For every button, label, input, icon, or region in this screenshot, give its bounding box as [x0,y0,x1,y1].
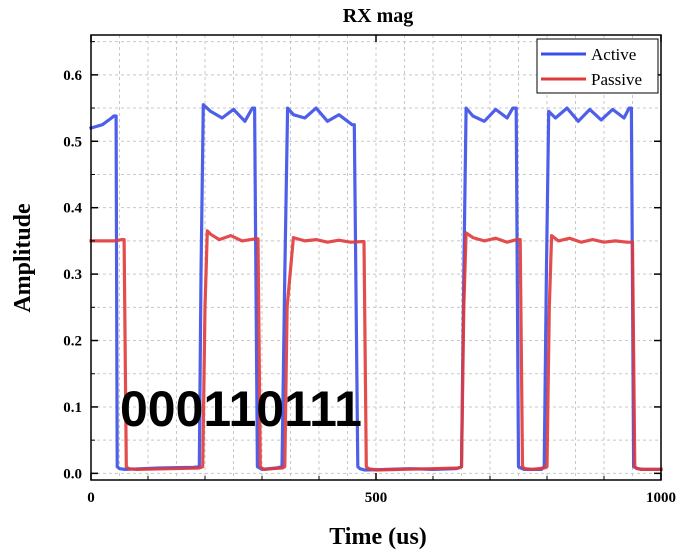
y-tick-label: 0.6 [63,68,82,84]
y-tick-label: 0.0 [63,466,82,482]
y-tick-label: 0.5 [63,134,82,150]
y-tick-label: 0.2 [63,334,82,350]
y-tick-label: 0.4 [63,201,82,217]
x-axis-label: Time (us) [329,524,427,550]
series-line-active [89,103,663,472]
x-tick-label: 1000 [646,490,676,506]
x-tick-label: 0 [87,490,95,506]
x-tick-label: 500 [365,490,388,506]
y-tick-label: 0.3 [63,267,82,283]
chart-title: RX mag [343,5,414,27]
series-line-passive [89,229,663,472]
legend-box [536,38,659,94]
bit-sequence-annotation: 000110111 [120,381,362,437]
y-tick-label: 0.1 [63,400,82,416]
axis-ticks: 0 500 1000 0.0 0.1 0.2 0.3 0.4 0.5 0.6 [63,35,676,506]
legend: Active Passive [536,38,659,94]
legend-label-active: Active [591,45,636,64]
plot-series [89,103,663,472]
legend-label-passive: Passive [591,70,642,89]
y-axis-label: Amplitude [10,203,36,313]
